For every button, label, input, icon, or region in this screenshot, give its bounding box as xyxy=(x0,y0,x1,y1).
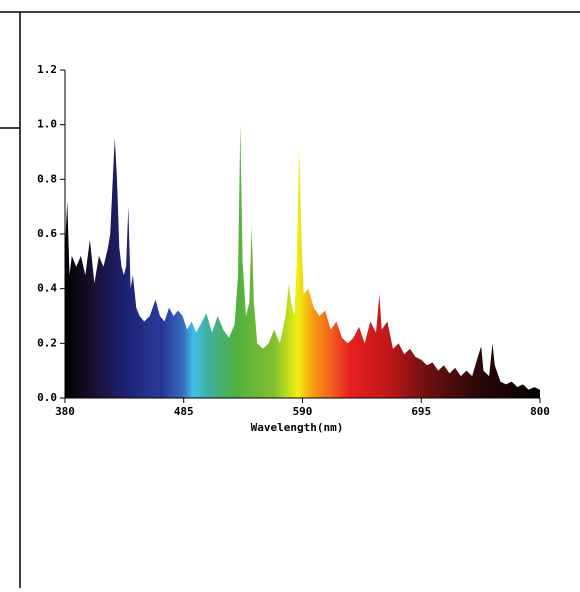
spectrum-area xyxy=(65,124,540,399)
x-tick-label: 590 xyxy=(293,405,313,418)
y-tick-label: 0.8 xyxy=(37,172,57,185)
y-tick-label: 0.2 xyxy=(37,336,57,349)
x-tick-label: 380 xyxy=(55,405,75,418)
window-frame xyxy=(0,11,580,588)
y-tick-label: 0.4 xyxy=(37,282,57,295)
x-axis-label: Wavelength(nm) xyxy=(251,421,344,434)
y-tick-label: 0.6 xyxy=(37,227,57,240)
x-tick-label: 485 xyxy=(174,405,194,418)
y-tick-label: 0.0 xyxy=(37,391,57,404)
y-tick-label: 1.0 xyxy=(37,118,57,131)
x-tick-label: 800 xyxy=(530,405,550,418)
y-tick-label: 1.2 xyxy=(37,63,57,76)
x-tick-label: 695 xyxy=(411,405,431,418)
